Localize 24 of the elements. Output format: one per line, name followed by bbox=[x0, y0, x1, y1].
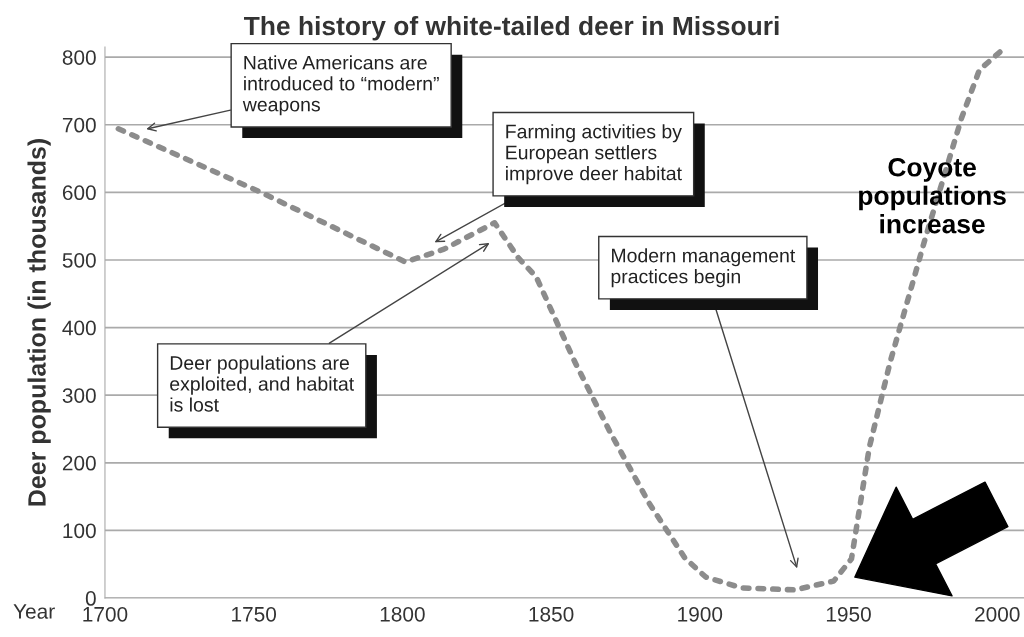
x-tick-label: 1900 bbox=[678, 606, 723, 622]
x-tick-label: 1750 bbox=[232, 606, 277, 622]
x-tick-label: 1700 bbox=[83, 606, 128, 622]
y-tick-label: 600 bbox=[62, 185, 96, 201]
y-tick-label: 300 bbox=[62, 388, 96, 403]
annotation: Coyote populations increase bbox=[859, 157, 1006, 234]
y-tick-label: 700 bbox=[62, 117, 96, 133]
x-tick-label: 1850 bbox=[529, 606, 574, 622]
y-tick-label: 200 bbox=[62, 455, 96, 471]
y-tick-label: 400 bbox=[62, 320, 96, 336]
x-tick-label: 2000 bbox=[975, 606, 1020, 622]
annotation: Farming activities by European settlers improve deer habitat bbox=[506, 124, 682, 185]
y-tick-label: 100 bbox=[63, 523, 96, 539]
annotation: Native Americans are introduced to “modern” weapons bbox=[242, 55, 439, 116]
y-tick-label: 500 bbox=[62, 252, 96, 268]
annotation: Deer populations are exploited, and habitat is lost bbox=[170, 355, 355, 412]
x-tick-label: 1950 bbox=[826, 606, 871, 622]
chart-title: The history of white-tailed deer in Missouri bbox=[244, 15, 779, 41]
y-axis-title: Deer population (in thousands) bbox=[27, 139, 51, 506]
y-tick-label: 800 bbox=[62, 50, 96, 65]
x-tick-label: 1800 bbox=[380, 606, 425, 622]
annotation: Modern management practices begin bbox=[611, 248, 796, 288]
x-axis-title: Year bbox=[13, 604, 55, 619]
y-tick-label: 0 bbox=[85, 591, 96, 606]
